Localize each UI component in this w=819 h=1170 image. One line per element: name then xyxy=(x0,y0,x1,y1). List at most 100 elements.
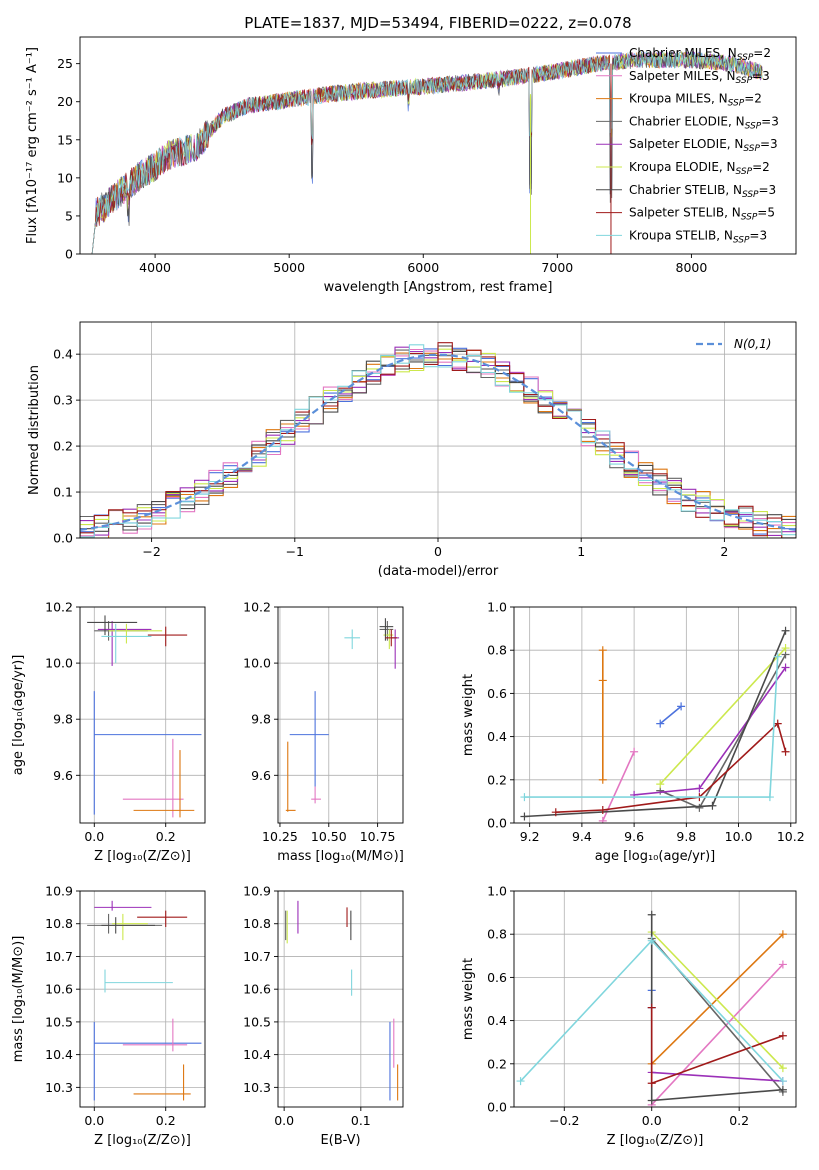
legend-entry: Kroupa STELIB, NSSP=3 xyxy=(629,228,767,245)
weight-line xyxy=(651,963,784,1106)
weight-series-chabrier-stelib xyxy=(520,626,790,821)
y-axis-label: Flux [fλ10⁻¹⁷ erg cm⁻² s⁻¹ A⁻¹] xyxy=(25,47,40,244)
y-tick-label: 0.1 xyxy=(53,485,73,500)
y-tick-label: 0.4 xyxy=(53,347,73,362)
weight-marker xyxy=(781,626,790,635)
weight-marker xyxy=(598,646,607,655)
legend-suffix: =5 xyxy=(757,206,775,220)
weight-marker xyxy=(647,936,656,945)
histogram-salpeter-stelib xyxy=(80,342,796,538)
normal-curve xyxy=(80,353,796,531)
weight-series-salpeter-stelib xyxy=(551,719,790,817)
weight-series-kroupa-elodie xyxy=(656,644,790,789)
panel-age_vs_Z: 0.0 0.2 9.6 9.8 10.0 10.2 Z [log₁₀(Z/Z⊙)] age [… xyxy=(11,600,206,864)
errorbar-salpeter-miles xyxy=(122,738,184,818)
legend-suffix: =2 xyxy=(753,46,771,60)
x-tick-label: −0.2 xyxy=(549,1113,579,1128)
y-tick-label: 5 xyxy=(65,208,73,223)
errorbar-kroupa-stelib xyxy=(101,623,152,664)
weight-marker xyxy=(778,1077,787,1086)
y-tick-label: 0.8 xyxy=(487,927,507,942)
y-tick-label: 10.6 xyxy=(45,982,73,997)
y-tick-label: 10.7 xyxy=(243,949,271,964)
x-axis-label: Z [log₁₀(Z/Z⊙)] xyxy=(94,849,191,864)
weight-marker xyxy=(647,1096,656,1105)
panel-age_vs_mass: 10.25 10.50 10.75 9.6 9.8 10.0 10.2 mass [log₁₀… xyxy=(243,600,404,865)
weight-marker xyxy=(656,719,665,728)
legend-entry: Salpeter STELIB, NSSP=5 xyxy=(629,206,775,223)
errorbar-salpeter-miles xyxy=(311,786,321,804)
axes-frame xyxy=(513,606,797,824)
x-tick-label: 10.0 xyxy=(725,829,753,844)
y-tick-label: 10.8 xyxy=(45,916,73,931)
x-tick-label: 9.2 xyxy=(520,829,540,844)
y-tick-label: 0.4 xyxy=(487,1013,507,1028)
errorbar-kroupa-stelib xyxy=(344,629,361,650)
weight-marker xyxy=(630,747,639,756)
weight-marker xyxy=(781,747,790,756)
y-tick-label: 0.2 xyxy=(487,1056,507,1071)
x-tick-label: 9.6 xyxy=(624,829,644,844)
x-tick-label: 0.0 xyxy=(274,1113,294,1128)
x-axis-label: Z [log₁₀(Z/Z⊙)] xyxy=(607,1133,704,1148)
weight-marker xyxy=(598,676,607,685)
weight-marker xyxy=(695,803,704,812)
y-tick-label: 0.0 xyxy=(53,531,73,546)
weight-marker xyxy=(656,780,665,789)
x-tick-label: 5000 xyxy=(273,260,305,275)
y-tick-label: 10.0 xyxy=(45,656,73,671)
x-tick-label: 10.2 xyxy=(777,829,805,844)
x-tick-label: 10.75 xyxy=(360,829,396,844)
x-tick-label: 10.50 xyxy=(311,829,347,844)
y-tick-label: 9.8 xyxy=(53,712,73,727)
errorbar-salpeter-miles xyxy=(122,1018,188,1052)
legend-label: Chabrier ELODIE, N xyxy=(629,114,745,128)
errorbar-salpeter-stelib xyxy=(137,910,188,927)
chart-title: PLATE=1837, MJD=53494, FIBERID=0222, z=0… xyxy=(244,14,631,32)
errorbar-salpeter-stelib xyxy=(147,626,188,647)
weight-line xyxy=(524,656,779,798)
x-tick-label: 0.1 xyxy=(351,1113,371,1128)
weight-series-kroupa-stelib xyxy=(516,936,787,1086)
x-tick-label: −2 xyxy=(142,544,160,559)
histogram-kroupa-stelib xyxy=(80,344,796,538)
y-tick-label: 10.6 xyxy=(243,982,271,997)
x-tick-label: 0.2 xyxy=(156,829,176,844)
y-tick-label: 0 xyxy=(65,247,73,262)
panel-weight_vs_age: 9.2 9.4 9.6 9.8 10.0 10.2 0.0 0.2 0.4 0.6 0.8 1.0 ag… xyxy=(461,600,805,865)
weight-marker xyxy=(551,808,560,817)
legend-entry: Kroupa MILES, NSSP=2 xyxy=(629,92,762,109)
legend-suffix: =3 xyxy=(752,69,770,83)
panel-residuals: −2 −1 0 1 2 0.0 0.1 0.2 0.3 0.4 (data-model)/error… xyxy=(27,321,797,579)
legend-label: Salpeter STELIB, N xyxy=(629,206,741,220)
x-tick-label: 0 xyxy=(434,544,442,559)
y-tick-label: 20 xyxy=(57,94,73,109)
errorbar-chabrier-stelib xyxy=(101,917,155,934)
panel-weight_vs_Z: −0.2 0.0 0.2 0.0 0.2 0.4 0.6 0.8 1.0 Z [log₁₀(Z/Z… xyxy=(461,884,797,1148)
y-tick-label: 10.4 xyxy=(45,1047,73,1062)
errorbar-kroupa-elodie xyxy=(112,913,148,941)
legend-entry: Chabrier ELODIE, NSSP=3 xyxy=(629,114,779,131)
y-tick-label: 10.0 xyxy=(243,656,271,671)
y-tick-label: 10.2 xyxy=(45,600,73,615)
legend-suffix: =2 xyxy=(744,92,762,106)
y-tick-label: 10.2 xyxy=(243,600,271,615)
legend-suffix: =3 xyxy=(760,137,778,151)
legend-subscript: SSP xyxy=(742,190,759,200)
x-axis-label: Z [log₁₀(Z/Z⊙)] xyxy=(94,1133,191,1148)
errorbar-kroupa-stelib xyxy=(104,969,173,993)
y-tick-label: 25 xyxy=(57,56,73,71)
legend-entry: Salpeter MILES, NSSP=3 xyxy=(629,69,770,86)
weight-marker xyxy=(598,806,607,815)
plot-area-mass_vs_ebv xyxy=(285,900,399,1101)
weight-series-salpeter-miles xyxy=(598,747,639,823)
weight-line xyxy=(524,630,787,818)
legend-entry: Salpeter ELODIE, NSSP=3 xyxy=(629,137,778,154)
y-axis-label: Normed distribution xyxy=(27,365,42,495)
y-tick-label: 9.6 xyxy=(251,768,271,783)
weight-marker xyxy=(708,801,717,810)
y-tick-label: 10.5 xyxy=(243,1014,271,1029)
y-tick-label: 9.6 xyxy=(53,768,73,783)
errorbar-salpeter-stelib xyxy=(385,629,398,647)
